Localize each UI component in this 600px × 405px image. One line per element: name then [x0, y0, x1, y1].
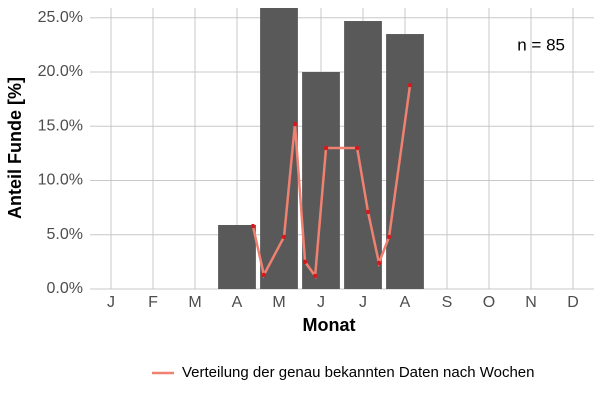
bar	[386, 34, 424, 289]
point	[292, 121, 298, 127]
y-tick-label: 25.0%	[38, 9, 83, 26]
x-tick-label: M	[272, 294, 285, 311]
x-tick-label: D	[567, 294, 579, 311]
annotation: n = 85	[517, 35, 565, 54]
x-axis-title: Monat	[303, 315, 356, 335]
x-tick-label: J	[107, 294, 115, 311]
x-tick-label: A	[400, 294, 411, 311]
x-tick-label: S	[442, 294, 453, 311]
point	[365, 209, 371, 215]
point	[250, 223, 256, 229]
point	[354, 145, 360, 151]
y-tick-label: 15.0%	[38, 117, 83, 134]
bar	[302, 72, 340, 289]
point	[261, 272, 267, 278]
x-tick-label: F	[148, 294, 158, 311]
y-tick-label: 5.0%	[47, 226, 83, 243]
point	[407, 82, 413, 88]
bar	[218, 224, 256, 289]
y-tick-label: 20.0%	[38, 63, 83, 80]
point	[376, 260, 382, 266]
point	[386, 234, 392, 240]
line	[251, 84, 412, 280]
x-tick-label: M	[188, 294, 201, 311]
point	[302, 259, 308, 265]
x-tick-label: J	[359, 294, 367, 311]
y-tick-label: 10.0%	[38, 172, 83, 189]
x-tick-label: J	[317, 294, 325, 311]
point	[323, 145, 329, 151]
point	[281, 234, 287, 240]
x-tick-label: A	[232, 294, 243, 311]
legend-label: Verteilung der genau bekannten Daten nac…	[182, 364, 535, 381]
x-tick-label: O	[483, 294, 495, 311]
x-tick-label: N	[525, 294, 537, 311]
point	[312, 273, 318, 279]
y-axis-title: Anteil Funde [%]	[5, 77, 25, 219]
y-tick-label: 0.0%	[47, 280, 83, 297]
